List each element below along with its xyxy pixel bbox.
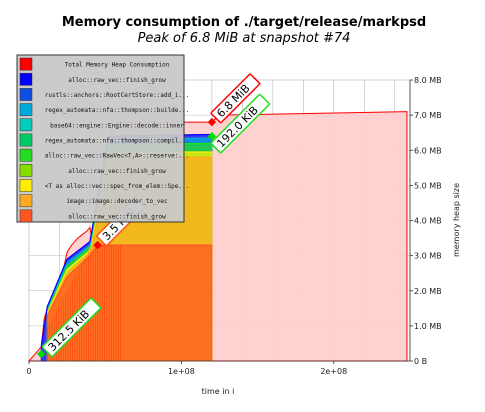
legend-label-8: <T as alloc::vec::spec_from_elem::Spe... [45,183,190,190]
legend: Total Memory Heap Consumptionalloc::raw_… [16,54,190,223]
legend-swatch-10 [19,209,33,223]
x-tick-label-1: 1e+08 [168,367,195,376]
legend-label-3: regex_automata::nfa::thompson::builde... [45,107,190,114]
legend-label-0: Total Memory Heap Consumption [65,62,170,69]
legend-swatch-7 [19,164,33,177]
legend-swatch-0 [19,57,33,71]
y-tick-label-3: 3.0 MB [414,252,442,261]
annotation-marker-3 [207,131,217,141]
legend-label-10: alloc::raw_vec::finish_grow [68,213,166,220]
legend-swatch-4 [19,118,33,132]
annotation-box-0 [41,297,102,358]
annotation-marker-1 [93,240,102,250]
legend-swatch-2 [19,88,33,101]
legend-label-6: alloc::raw_vec::RawVec<T,A>::reserve:... [45,153,190,160]
y-tick-label-2: 2.0 MB [414,287,442,296]
chart-title: Memory consumption of ./target/release/m… [62,15,426,30]
annotation-marker-0 [36,349,46,359]
legend-swatch-1 [19,72,33,86]
legend-label-2: rustls::anchors::RootCertStore::add_i... [45,92,190,99]
y-tick-label-4: 4.0 MB [414,217,442,226]
legend-swatch-3 [19,103,33,116]
y-tick-label-0: 0 B [414,357,427,366]
x-axis-label: time in i [202,387,235,396]
x-tick-label-2: 2e+08 [320,367,347,376]
series-edge-0 [46,244,212,316]
annotation-box-2 [210,73,261,124]
y-tick-label-5: 5.0 MB [414,181,442,190]
legend-box [16,54,185,223]
y-tick-label-6: 6.0 MB [414,146,442,155]
x-tick-label-0: 0 [26,367,31,376]
legend-label-5: regex_automata::nfa::thompson::compil... [45,138,190,145]
legend-swatch-9 [19,194,33,208]
y-tick-label-1: 1.0 MB [414,322,442,331]
legend-label-7: alloc::raw_vec::finish_grow [68,168,166,175]
y-tick-label-8: 8.0 MB [414,76,442,85]
legend-swatch-8 [19,179,33,192]
y-tick-label-7: 7.0 MB [414,111,442,120]
chart-subtitle: Peak of 6.8 MiB at snapshot #74 [138,31,351,46]
legend-swatch-5 [19,133,33,147]
legend-label-1: alloc::raw_vec::finish_grow [68,77,166,84]
legend-swatch-6 [19,148,33,162]
y-axis-label: memory heap size [452,183,461,257]
legend-label-4: base64::engine::Engine::decode::inner [50,122,184,129]
axes: 0 B 1.0 MB 2.0 MB 3.0 MB 4.0 MB 5.0 MB 6.0 MB 7… [26,76,441,376]
annotation-box-3 [210,93,270,154]
annotation-marker-2 [207,117,217,127]
legend-label-9: image::image::decoder_to_vec [66,198,168,205]
